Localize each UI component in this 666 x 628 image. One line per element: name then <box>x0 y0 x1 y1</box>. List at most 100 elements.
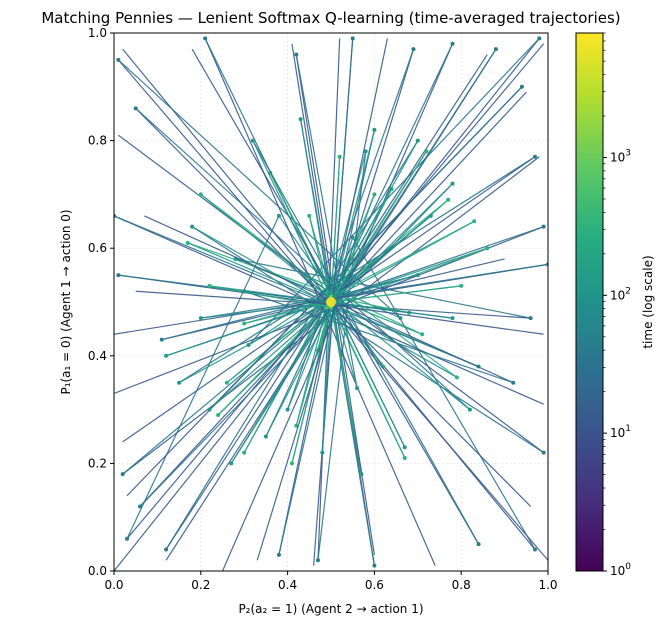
trajectory-segment <box>230 48 497 464</box>
trajectory-segment <box>178 156 536 384</box>
trajectory-point <box>159 337 164 342</box>
trajectory-point <box>164 353 169 358</box>
y-axis-label: P₁(a₁ = 0) (Agent 1 → action 0) <box>59 209 73 394</box>
trajectory-point <box>446 197 451 202</box>
trajectory-segment <box>114 215 479 368</box>
trajectory-point <box>493 47 498 52</box>
x-tick-label: 0.8 <box>452 578 471 592</box>
trajectory-segment <box>308 215 332 308</box>
trajectory-segment <box>295 301 332 426</box>
trajectory-point <box>164 547 169 552</box>
trajectory-point <box>541 450 546 455</box>
plot-frame <box>113 32 549 572</box>
trajectory-point <box>125 536 130 541</box>
trajectory-point <box>459 283 464 288</box>
trajectory-segment <box>221 43 454 571</box>
trajectory-point <box>289 461 294 466</box>
trajectory-segment <box>287 48 415 410</box>
trajectory-point <box>485 246 490 251</box>
trajectory-point <box>450 41 455 46</box>
trajectory-point <box>120 472 125 477</box>
trajectory-segment <box>278 129 375 555</box>
trajectory-point <box>415 138 420 143</box>
trajectory-segment <box>135 107 471 411</box>
trajectory-point <box>363 149 368 154</box>
trajectory-point <box>198 192 203 197</box>
trajectory-point <box>207 407 212 412</box>
trajectory-point <box>454 375 459 380</box>
trajectory-segment <box>330 156 341 303</box>
trajectory-segment <box>330 301 362 475</box>
trajectory-point <box>541 224 546 229</box>
colorbar-label: time (log scale) <box>641 255 655 348</box>
trajectory-point <box>276 213 281 218</box>
trajectory-point <box>532 154 537 159</box>
trajectory-point <box>116 273 121 278</box>
trajectory-point <box>242 450 247 455</box>
trajectory-segment <box>139 183 453 507</box>
trajectory-point <box>528 316 533 321</box>
trajectory-segment <box>117 59 401 319</box>
trajectory-point <box>263 434 268 439</box>
trajectory-point <box>138 504 143 509</box>
trajectory-point <box>250 138 255 143</box>
trajectory-segment <box>291 307 332 464</box>
trajectory-point <box>420 332 425 337</box>
trajectory-point <box>298 117 303 122</box>
trajectory-point <box>372 192 377 197</box>
trajectory-segment <box>165 140 419 550</box>
y-tick-label: 0.2 <box>88 456 107 470</box>
x-tick-label: 0.4 <box>278 578 297 592</box>
trajectory-point <box>402 456 407 461</box>
colorbar-tick-label: 101 <box>610 424 631 440</box>
trajectory-segment <box>200 193 336 298</box>
trajectory-point <box>116 57 121 62</box>
trajectory-segment <box>122 156 540 475</box>
trajectory-segment <box>330 285 462 303</box>
trajectory-segment <box>252 140 480 545</box>
trajectory-point <box>537 36 542 41</box>
trajectory-segment <box>295 54 358 389</box>
trajectory-segment <box>326 151 427 308</box>
trajectory-point <box>229 461 234 466</box>
trajectory-point <box>190 224 195 229</box>
trajectory-point <box>185 240 190 245</box>
y-tick-label: 0.4 <box>88 349 107 363</box>
y-tick-label: 0.8 <box>88 134 107 148</box>
trajectory-point <box>207 283 212 288</box>
trajectory-point <box>372 563 377 568</box>
trajectory-point <box>402 445 407 450</box>
trajectory-point <box>350 36 355 41</box>
trajectory-point <box>372 127 377 132</box>
trajectory-segment <box>265 43 454 437</box>
trajectory-segment <box>244 301 332 325</box>
x-axis-ticks: 0.0 0.2 0.4 0.6 0.8 1.0 <box>104 571 558 592</box>
colorbar-tick-label: 103 <box>610 148 631 164</box>
trajectory-point <box>177 380 182 385</box>
trajectory-point <box>294 52 299 57</box>
trajectory-segment <box>321 38 354 453</box>
y-axis-ticks: 0.0 0.2 0.4 0.6 0.8 1.0 <box>88 26 114 578</box>
x-tick-label: 0.6 <box>365 578 384 592</box>
trajectory-point <box>320 450 325 455</box>
trajectory-point <box>224 380 229 385</box>
trajectory-point <box>198 316 203 321</box>
trajectory-point <box>216 412 221 417</box>
trajectory-point <box>285 407 290 412</box>
trajectory-point <box>450 181 455 186</box>
colorbar-tick-label: 102 <box>610 286 631 302</box>
trajectory-point <box>472 219 477 224</box>
trajectory-point <box>532 547 537 552</box>
y-tick-label: 0.0 <box>88 564 107 578</box>
trajectory-segment <box>217 296 336 416</box>
trajectory-point <box>307 213 312 218</box>
trajectories <box>114 36 548 571</box>
trajectory-point <box>133 106 138 111</box>
trajectory-point <box>476 542 481 547</box>
trajectory-point <box>467 407 472 412</box>
trajectory-point <box>337 154 342 159</box>
x-axis-label: P₂(a₂ = 1) (Agent 2 → action 1) <box>238 602 423 616</box>
fixed-point-marker <box>326 297 336 307</box>
trajectory-point <box>203 36 208 41</box>
